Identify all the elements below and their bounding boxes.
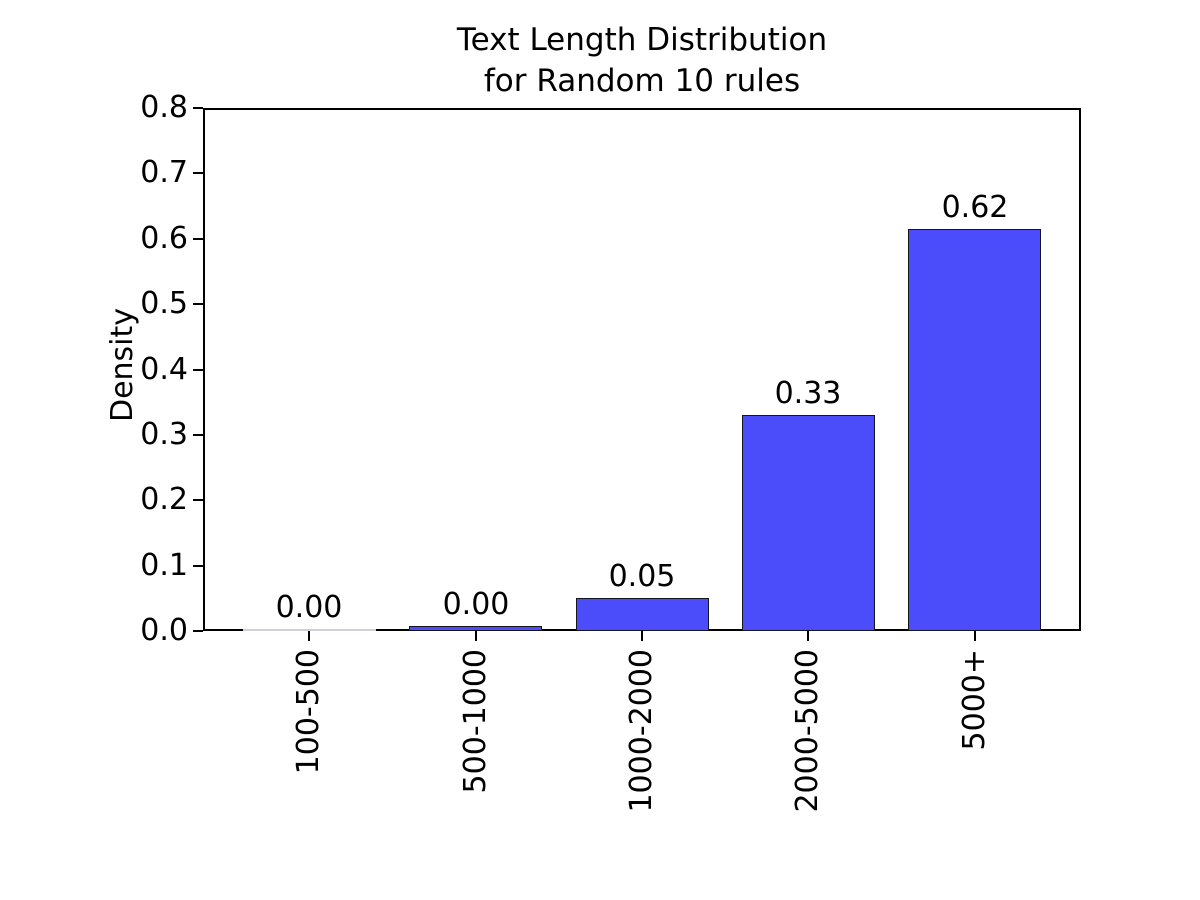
y-tick-label: 0.6: [140, 221, 188, 256]
y-tick-label: 0.0: [140, 613, 188, 648]
y-tick-mark: [193, 630, 203, 632]
bar-value-label: 0.00: [442, 587, 510, 622]
bar: [243, 629, 376, 631]
y-tick-label: 0.4: [140, 352, 188, 387]
x-tick-label: 500-1000: [458, 649, 493, 794]
y-tick-mark: [193, 107, 203, 109]
y-tick-label: 0.7: [140, 155, 188, 190]
bar: [742, 415, 875, 631]
bar-value-label: 0.05: [608, 559, 676, 594]
y-tick-label: 0.8: [140, 90, 188, 125]
y-tick-mark: [193, 303, 203, 305]
bar: [409, 626, 542, 631]
x-tick-label: 5000+: [957, 649, 992, 751]
x-tick-mark: [475, 631, 477, 641]
x-tick-mark: [641, 631, 643, 641]
x-tick-label: 2000-5000: [790, 649, 825, 813]
bar-value-label: 0.33: [774, 376, 842, 411]
y-tick-label: 0.5: [140, 286, 188, 321]
y-tick-mark: [193, 369, 203, 371]
bar: [576, 598, 709, 631]
y-tick-mark: [193, 172, 203, 174]
chart-title: Text Length Distribution for Random 10 r…: [203, 20, 1081, 102]
chart-title-line1: Text Length Distribution: [456, 22, 828, 58]
y-tick-mark: [193, 434, 203, 436]
bar-value-label: 0.62: [941, 190, 1009, 225]
bar-value-label: 0.00: [275, 590, 343, 625]
y-tick-mark: [193, 565, 203, 567]
x-tick-mark: [974, 631, 976, 641]
y-tick-label: 0.2: [140, 482, 188, 517]
y-tick-label: 0.3: [140, 417, 188, 452]
y-tick-mark: [193, 499, 203, 501]
x-tick-label: 100-500: [291, 649, 326, 775]
x-tick-label: 1000-2000: [624, 649, 659, 813]
x-tick-mark: [807, 631, 809, 641]
x-tick-mark: [308, 631, 310, 641]
y-tick-label: 0.1: [140, 548, 188, 583]
y-tick-mark: [193, 238, 203, 240]
chart-title-line2: for Random 10 rules: [483, 63, 801, 99]
bar: [908, 229, 1041, 631]
